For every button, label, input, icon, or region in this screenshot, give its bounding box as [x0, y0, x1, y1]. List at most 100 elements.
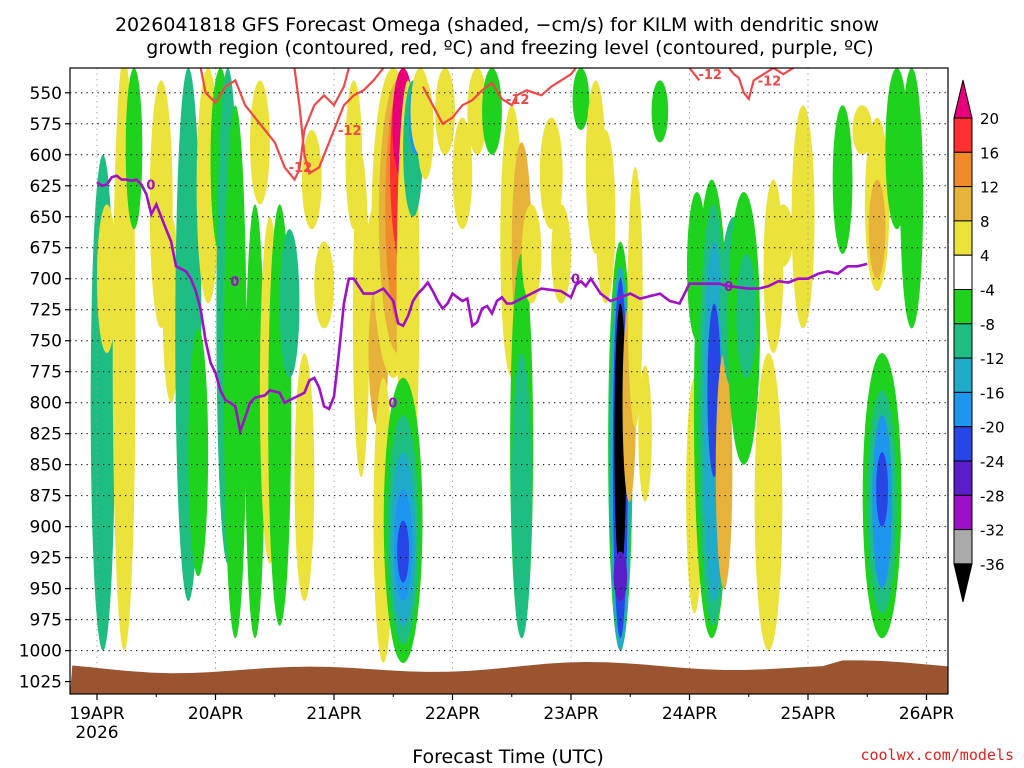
colorbar-label-10: -24: [980, 453, 1005, 471]
omega-cell-54: [595, 129, 616, 304]
y-tick-label-575: 575: [30, 115, 62, 135]
y-tick-label-875: 875: [30, 487, 62, 507]
y-tick-label-950: 950: [30, 580, 62, 600]
y-tick-label-925: 925: [30, 549, 62, 569]
colorbar-label-13: -36: [980, 556, 1005, 574]
y-tick-label-650: 650: [30, 208, 62, 228]
x-axis: 19APR 20APR 21APR 22APR 23APR 24APR 25APR 26APR…: [69, 694, 954, 743]
omega-cell-36: [397, 520, 410, 583]
y-tick-label-1000: 1000: [19, 642, 62, 662]
omega-cell-21: [352, 154, 370, 478]
colorbar-label-12: -32: [980, 522, 1005, 540]
omega-cell-12: [245, 204, 265, 639]
omega-cell-75: [763, 179, 784, 354]
y-tick-label-550: 550: [30, 84, 62, 104]
colorbar-label-9: -20: [980, 419, 1005, 437]
colorbar-label-1: 16: [980, 144, 999, 162]
colorbar-bin-12: [953, 494, 973, 531]
x-tick-label-25APR: 25APR: [780, 704, 836, 724]
colorbar-label-4: 4: [980, 247, 990, 265]
omega-cell-73: [736, 253, 757, 378]
colorbar-top-arrow: [953, 79, 973, 119]
x-axis-label: Forecast Time (UTC): [412, 746, 603, 768]
x-tick-label-23APR: 23APR: [543, 704, 599, 724]
x-tick-label-26APR: 26APR: [899, 704, 955, 724]
y-tick-label-750: 750: [30, 332, 62, 352]
y-tick-label-725: 725: [30, 301, 62, 321]
colorbar-bin-9: [953, 391, 973, 428]
colorbar-bin-8: [953, 357, 973, 393]
colorbar: 20 16 12 8 4 -4 -8 -12 -16 -20 -24 -28 -32 -36: [953, 79, 1005, 603]
terrain: [70, 660, 948, 694]
credit-text: coolwx.com/models: [860, 746, 1014, 764]
dgz-contour-0: [199, 68, 350, 182]
y-tick-label-700: 700: [30, 270, 62, 290]
omega-cell-62: [638, 365, 652, 502]
omega-cell-1: [96, 204, 117, 354]
freezing-label-4: 0: [724, 280, 733, 295]
omega-cell-7: [188, 328, 209, 577]
y-tick-label-900: 900: [30, 518, 62, 538]
omega-cell-87: [876, 452, 889, 527]
terrain-surface: [70, 660, 948, 694]
omega-cell-52: [572, 68, 590, 130]
dgz-contour-3: [688, 68, 701, 82]
omega-cell-18: [301, 129, 322, 230]
x-tick-label-22APR: 22APR: [425, 704, 481, 724]
colorbar-bin-7: [953, 323, 973, 359]
dgz-contour-2: [421, 68, 577, 126]
chart-title-line1: 2026041818 GFS Forecast Omega (shaded, −…: [115, 14, 879, 36]
chart-title-line2: growth region (contoured, red, ºC) and f…: [146, 37, 873, 59]
colorbar-label-7: -12: [980, 350, 1005, 368]
dgz-contour-1: [293, 68, 385, 176]
colorbar-bin-3: [953, 186, 973, 222]
y-tick-label-600: 600: [30, 146, 62, 166]
freezing-label-2: 0: [388, 397, 397, 412]
colorbar-bin-6: [953, 289, 973, 325]
colorbar-bin-10: [953, 426, 973, 462]
omega-cell-81: [868, 179, 886, 279]
y-tick-label-625: 625: [30, 177, 62, 197]
omega-cell-79: [852, 105, 873, 155]
y-tick-label-1025: 1025: [19, 673, 62, 693]
omega-cell-17: [294, 353, 315, 602]
colorbar-label-8: -16: [980, 384, 1005, 402]
dgz-contour-4: [728, 68, 794, 102]
y-tick-label-775: 775: [30, 363, 62, 383]
omega-cell-83: [900, 68, 924, 329]
freezing-label-3: 0: [571, 273, 580, 288]
omega-cell-16: [279, 229, 300, 378]
omega-cell-13: [250, 80, 270, 205]
omega-cell-70: [715, 353, 733, 589]
omega-cell-3: [125, 68, 143, 230]
omega-cell-76: [773, 204, 794, 267]
omega-shading: [90, 68, 924, 664]
colorbar-bottom-arrow: [953, 563, 973, 603]
omega-cell-42: [452, 117, 473, 230]
x-tick-label-19APR: 19APR: [69, 704, 125, 724]
y-axis: 550 575 600 625 650 675 700 725 750 775 800 825 850 8…: [19, 84, 70, 693]
freezing-label-0: 0: [146, 179, 155, 194]
dgz-label-4: -12: [758, 74, 782, 89]
y-tick-label-675: 675: [30, 239, 62, 259]
omega-cell-63: [651, 80, 669, 143]
y-tick-label-850: 850: [30, 456, 62, 476]
colorbar-label-11: -28: [980, 487, 1005, 505]
omega-cell-77: [791, 105, 815, 329]
colorbar-bin-11: [953, 460, 973, 496]
omega-cell-19: [314, 241, 335, 329]
omega-cell-44: [482, 68, 502, 155]
omega-cell-41: [435, 68, 455, 155]
omega-cell-40: [417, 80, 434, 180]
dgz-label-3: -12: [698, 68, 722, 83]
omega-cell-51: [551, 204, 572, 304]
colorbar-label-3: 8: [980, 213, 990, 231]
y-tick-label-800: 800: [30, 394, 62, 414]
colorbar-label-2: 12: [980, 179, 999, 197]
x-year-label: 2026: [75, 723, 118, 743]
omega-cell-78: [832, 105, 853, 254]
colorbar-bin-1: [953, 117, 973, 153]
omega-cell-50: [539, 117, 563, 230]
